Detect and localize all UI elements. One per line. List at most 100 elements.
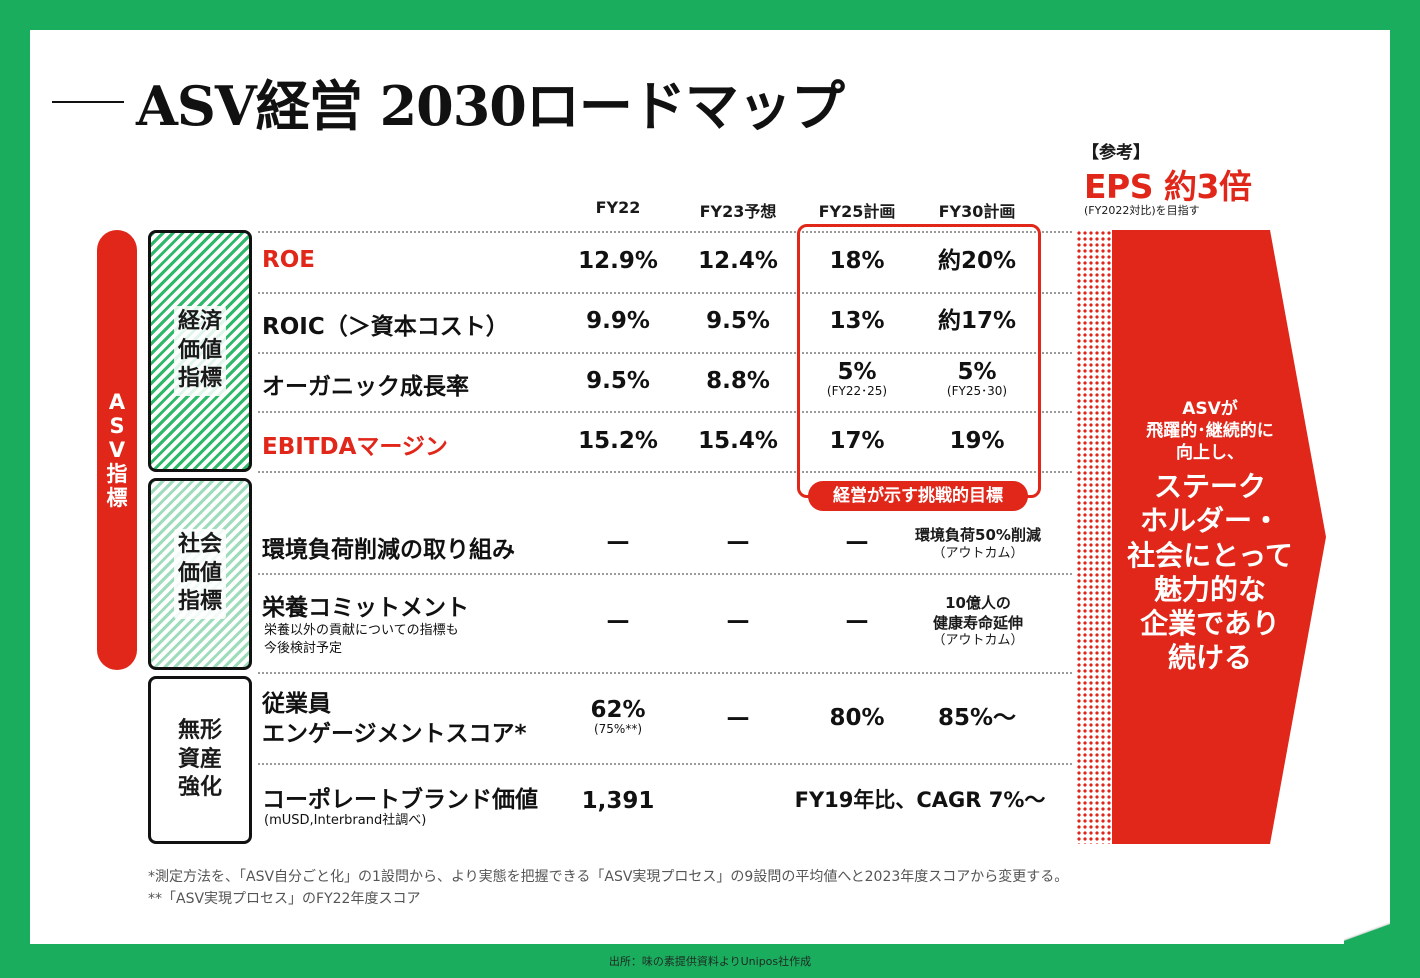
row-label-brand: コーポレートブランド価値 <box>262 787 538 813</box>
cell-ebitda-fy23: 15.4% <box>698 428 778 454</box>
cell-roe-fy30: 約20% <box>937 248 1017 274</box>
category-intangible-line: 無形 <box>177 718 222 744</box>
cell-engagement-fy25: 80% <box>829 705 885 731</box>
category-economic-line: 経済 <box>177 309 222 335</box>
cell-organic-fy30-value: 5% <box>957 359 997 385</box>
cell-nutrition-fy30-note: （アウトカム） <box>932 633 1024 648</box>
row-divider <box>258 672 1072 674</box>
cell-organic-fy25-value: 5% <box>837 359 877 385</box>
arrow-small-line: ASVが <box>1182 399 1238 419</box>
category-social: 社会 価値 指標 <box>148 478 252 670</box>
cell-roe-fy25: 18% <box>829 248 885 274</box>
title-block: ASV経営 2030ロードマップ <box>52 62 845 141</box>
cell-nutrition-fy23: — <box>726 608 750 634</box>
cell-organic-fy25: 5% (FY22･25) <box>797 359 917 399</box>
cell-engagement-fy23: — <box>726 705 750 731</box>
row-label-roe: ROE <box>262 247 315 273</box>
asv-pill-char: V <box>108 437 126 462</box>
cell-ebitda-fy25: 17% <box>829 428 885 454</box>
arrow-big-line: 続ける <box>1167 641 1252 675</box>
source-credit: 出所：味の素提供資料よりUnipos社作成 <box>608 955 812 968</box>
cell-organic-fy30: 5% (FY25･30) <box>917 359 1037 399</box>
row-divider <box>258 763 1072 765</box>
category-social-line: 価値 <box>177 560 222 586</box>
asv-indicator-pill: A S V 指 標 <box>97 230 137 670</box>
col-head-fy22: FY22 <box>595 198 641 217</box>
arrow-big-line: 社会にとって <box>1127 538 1293 572</box>
cell-roic-fy22: 9.9% <box>586 308 650 334</box>
page-title: ASV経営 2030ロードマップ <box>136 74 845 138</box>
asv-pill-char: S <box>109 413 125 438</box>
cell-engagement-fy22: 62% (75%**) <box>558 697 678 737</box>
row-divider <box>258 292 1072 294</box>
cell-organic-fy22: 9.5% <box>586 368 650 394</box>
cell-engagement-fy22-note: (75%**) <box>593 722 643 737</box>
cell-organic-fy23: 8.8% <box>706 368 770 394</box>
arrow-big-line: ホルダー・ <box>1139 504 1280 538</box>
row-sub-brand: (mUSD,Interbrand社調べ) <box>264 813 427 828</box>
cell-nutrition-fy30-line: 健康寿命延伸 <box>932 613 1023 632</box>
cell-ebitda-fy22: 15.2% <box>578 428 658 454</box>
category-economic: 経済 価値 指標 <box>148 230 252 472</box>
row-divider <box>258 352 1072 354</box>
row-divider <box>258 231 1072 233</box>
cell-organic-fy30-period: (FY25･30) <box>946 384 1008 399</box>
cell-roe-fy23: 12.4% <box>698 248 778 274</box>
cell-ebitda-fy30: 19% <box>949 428 1005 454</box>
category-economic-line: 指標 <box>177 366 222 392</box>
row-divider <box>258 471 1072 473</box>
asv-pill-char: 指 <box>106 462 128 487</box>
cell-env-fy30-value: 環境負荷50%削減 <box>915 526 1041 544</box>
category-social-line: 社会 <box>177 532 222 558</box>
row-label-engagement-line: エンゲージメントスコア* <box>262 720 527 747</box>
cell-env-fy22: — <box>606 529 630 555</box>
asv-pill-char: A <box>108 389 126 414</box>
cell-env-fy30-note: （アウトカム） <box>932 545 1024 561</box>
arrow-big-line: 企業であり <box>1140 606 1280 640</box>
cell-organic-fy25-period: (FY22･25) <box>826 384 888 399</box>
row-label-engagement: 従業員 エンゲージメントスコア* <box>262 690 527 750</box>
row-label-ebitda: EBITDAマージン <box>262 434 448 460</box>
row-label-environment: 環境負荷削減の取り組み <box>262 537 515 563</box>
cell-nutrition-fy25: — <box>845 608 869 634</box>
reference-headline: EPS 約3倍 <box>1084 167 1252 206</box>
row-label-nutrition: 栄養コミットメント <box>262 595 469 621</box>
arrow-small-line: 飛躍的･継続的に <box>1146 421 1274 442</box>
page-curl <box>1344 920 1390 944</box>
dotted-band <box>1076 230 1116 844</box>
footnote-measurement: *測定方法を、「ASV自分ごと化」の1設問から、より実態を把握できる「ASV実現… <box>148 869 1069 885</box>
cell-roe-fy22: 12.9% <box>578 248 658 274</box>
row-divider <box>258 573 1072 575</box>
cell-env-fy25: — <box>845 529 869 555</box>
arrow-small-line: 向上し、 <box>1176 443 1244 464</box>
row-sub-nutrition: 栄養以外の貢献についての指標も 今後検討予定 <box>264 622 459 657</box>
cell-nutrition-fy22: — <box>606 608 630 634</box>
arrow-message: ASVが 飛躍的･継続的に 向上し、 ステーク ホルダー・ 社会にとって 魅力的… <box>1112 398 1308 675</box>
arrow-big-line: ステーク <box>1153 470 1266 504</box>
category-social-line: 指標 <box>177 589 222 615</box>
col-head-fy23: FY23予想 <box>699 202 777 221</box>
category-intangible-line: 強化 <box>177 775 222 801</box>
reference-sub: (FY2022対比)を目指す <box>1084 204 1200 217</box>
cell-engagement-fy30: 85%〜 <box>937 705 1017 731</box>
row-sub-nutrition-line: 今後検討予定 <box>264 640 343 656</box>
cell-env-fy23: — <box>726 529 750 555</box>
row-label-roic: ROIC（＞資本コスト） <box>262 314 509 340</box>
cell-nutrition-fy30-line: 10億人の <box>945 594 1011 612</box>
big-arrow-shape <box>1112 230 1326 844</box>
cell-brand-target: FY19年比、CAGR 7%〜 <box>794 788 1046 812</box>
arrow-big-line: 魅力的な <box>1153 572 1266 606</box>
cell-env-fy30: 環境負荷50%削減 （アウトカム） <box>893 526 1063 562</box>
big-arrow <box>1112 230 1326 844</box>
cell-nutrition-fy30: 10億人の 健康寿命延伸 （アウトカム） <box>893 594 1063 650</box>
category-economic-line: 価値 <box>177 337 222 363</box>
row-sub-nutrition-line: 栄養以外の貢献についての指標も <box>264 623 459 638</box>
challenging-targets-badge: 経営が示す挑戦的目標 <box>808 481 1028 511</box>
col-head-fy30: FY30計画 <box>938 202 1016 221</box>
title-rule <box>52 100 124 103</box>
row-label-organic-growth: オーガニック成長率 <box>262 374 469 400</box>
reference-note: 【参考】 <box>1082 143 1150 163</box>
footnote-fy22-score: **「ASV実現プロセス」のFY22年度スコア <box>148 891 421 907</box>
cell-brand-fy22: 1,391 <box>581 788 655 814</box>
cell-engagement-fy22-value: 62% <box>590 697 646 723</box>
